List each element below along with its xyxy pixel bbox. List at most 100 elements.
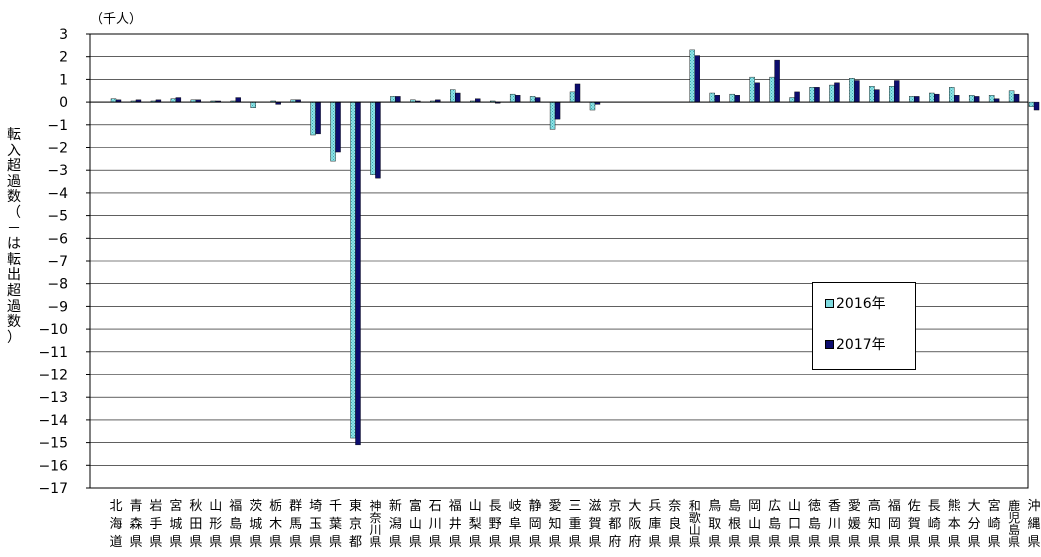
- y-tick-label: −12: [38, 368, 68, 384]
- bar-2017-33: [774, 59, 780, 103]
- x-tick-label: 石川県: [429, 499, 442, 550]
- x-tick-label: 長崎県: [928, 499, 941, 550]
- x-tick-label: 岐阜県: [509, 499, 522, 550]
- x-tick-label: 神奈川県: [369, 499, 381, 549]
- y-tick-label: −9: [47, 299, 68, 315]
- x-axis-labels: 北海道青森県岩手県宮城県秋田県山形県福島県茨城県栃木県群馬県埼玉県千葉県東京都神…: [109, 498, 1040, 550]
- x-tick-label: 宮城県: [169, 498, 182, 550]
- bar-2016-40: [909, 96, 915, 103]
- y-tick-label: 0: [59, 95, 68, 111]
- bar-2017-42: [954, 95, 960, 103]
- x-tick-label: 福岡県: [888, 499, 901, 550]
- bar-2016-23: [569, 91, 576, 103]
- legend-item-2017: 2017年: [825, 334, 886, 354]
- y-tick-label: −1: [47, 118, 68, 134]
- x-tick-label: 大阪府: [628, 499, 641, 550]
- x-tick-label: 栃木県: [269, 499, 282, 550]
- y-axis-title-char: 出: [7, 267, 21, 284]
- bar-2016-14: [390, 96, 396, 103]
- bar-2016-29: [689, 49, 695, 103]
- x-tick-label: 香川県: [828, 499, 841, 550]
- x-tick-label: 宮崎県: [988, 498, 1001, 550]
- bar-2016-38: [869, 86, 875, 103]
- y-tick-label: −14: [38, 413, 68, 429]
- bar-2016-43: [968, 95, 975, 103]
- bar-2017-11: [335, 101, 341, 153]
- y-tick-label: 2: [59, 50, 68, 66]
- bar-2016-46: [1028, 101, 1035, 107]
- x-tick-label: 佐賀県: [908, 499, 921, 550]
- y-tick-label: −8: [47, 277, 68, 293]
- y-tick-label: −15: [38, 436, 68, 452]
- bar-2017-29: [694, 55, 700, 103]
- y-tick-label: 3: [59, 27, 68, 43]
- bar-2016-34: [789, 97, 795, 103]
- bar-2016-42: [949, 87, 955, 103]
- x-tick-label: 沖縄県: [1028, 499, 1041, 550]
- y-tick-label: −6: [47, 231, 68, 247]
- bar-2016-20: [509, 93, 516, 103]
- bar-2017-38: [874, 89, 880, 103]
- y-axis-title-char: 数: [7, 189, 21, 206]
- x-tick-label: 徳島県: [808, 499, 821, 550]
- bar-2017-32: [754, 82, 760, 103]
- bar-2016-11: [330, 101, 336, 162]
- x-tick-label: 愛知県: [549, 499, 562, 550]
- legend-swatch-2017: [825, 339, 834, 349]
- y-tick-label: 1: [59, 72, 68, 88]
- x-tick-label: 東京都: [349, 498, 362, 550]
- bar-2016-13: [370, 101, 376, 175]
- x-tick-label: 島根県: [728, 499, 741, 550]
- x-tick-label: 鳥取県: [708, 499, 721, 550]
- grid-lines: [90, 33, 1028, 489]
- bar-2016-44: [988, 95, 995, 103]
- y-axis-title-char: 転: [7, 127, 21, 143]
- bar-2017-22: [554, 101, 561, 120]
- x-tick-label: 京都府: [608, 499, 621, 550]
- bar-2016-10: [310, 101, 316, 136]
- bar-2017-14: [395, 96, 401, 103]
- bar-2016-33: [769, 76, 775, 103]
- bar-2017-31: [734, 95, 740, 103]
- bar-2017-37: [854, 80, 860, 103]
- y-axis-title-text: 転入超過数（－は転出超過数）: [4, 127, 24, 346]
- bar-2017-41: [934, 93, 940, 103]
- y-axis-title-char: 超: [7, 282, 21, 299]
- x-tick-label: 奈良県: [668, 499, 681, 550]
- bar-2017-6: [235, 97, 241, 103]
- bar-2016-0: [110, 98, 117, 103]
- bar-2016-12: [350, 101, 356, 439]
- x-tick-label: 新潟県: [389, 498, 402, 550]
- x-tick-label: 福井県: [449, 499, 462, 550]
- bar-2016-39: [889, 86, 895, 103]
- x-tick-label: 高知県: [868, 498, 881, 550]
- y-axis-title-char: －: [7, 220, 21, 237]
- bar-2017-43: [973, 96, 980, 103]
- x-tick-label: 鹿児島県: [1008, 498, 1020, 549]
- y-axis-title-char: （: [7, 204, 21, 221]
- bar-2017-13: [375, 101, 381, 179]
- legend-item-2016: 2016年: [825, 293, 886, 313]
- bar-2016-37: [849, 78, 855, 103]
- x-tick-label: 北海道: [109, 499, 122, 550]
- x-tick-label: 三重県: [569, 499, 582, 550]
- bar-2017-18: [475, 98, 481, 103]
- bar-2016-36: [829, 84, 835, 103]
- y-tick-label: −7: [47, 254, 68, 270]
- y-tick-label: −5: [47, 209, 68, 225]
- y-tick-label: −11: [38, 345, 68, 361]
- bar-2016-45: [1008, 90, 1015, 103]
- bar-2017-3: [175, 97, 182, 103]
- y-tick-label: −3: [47, 163, 68, 179]
- y-tick-label: −4: [47, 186, 68, 202]
- bar-2016-3: [170, 98, 177, 103]
- bar-2016-30: [709, 92, 715, 103]
- y-tick-label: −10: [38, 322, 68, 338]
- x-tick-label: 静岡県: [529, 499, 542, 550]
- bar-2017-39: [894, 80, 900, 103]
- x-tick-label: 熊本県: [948, 498, 961, 550]
- x-tick-label: 山梨県: [469, 499, 482, 550]
- x-tick-label: 福島県: [229, 499, 242, 550]
- x-tick-label: 富山県: [409, 498, 422, 550]
